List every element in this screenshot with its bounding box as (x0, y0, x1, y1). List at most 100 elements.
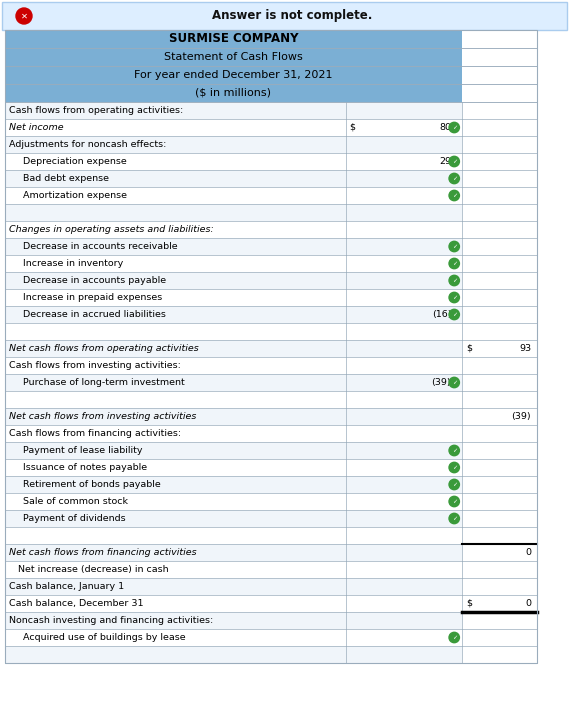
Bar (461, 629, 537, 646)
Bar (347, 153, 461, 170)
Bar (5, 289, 347, 306)
Text: Cash flows from investing activities:: Cash flows from investing activities: (9, 361, 181, 370)
Text: Payment of lease liability: Payment of lease liability (23, 446, 142, 455)
Bar (461, 306, 537, 323)
Text: Answer is not complete.: Answer is not complete. (212, 10, 373, 22)
Bar (5, 119, 347, 136)
Bar (5, 527, 347, 544)
Text: 80: 80 (439, 123, 451, 132)
Bar (5, 136, 347, 153)
Bar (347, 459, 461, 476)
Bar (461, 391, 537, 408)
Bar (5, 374, 347, 391)
Bar (347, 476, 461, 493)
Text: Issuance of notes payable: Issuance of notes payable (23, 463, 147, 472)
Bar (461, 272, 537, 289)
Text: Sale of common stock: Sale of common stock (23, 497, 128, 506)
Bar (5, 357, 347, 374)
Bar (5, 629, 347, 646)
Bar (347, 306, 461, 323)
Bar (461, 493, 537, 510)
Text: ✓: ✓ (452, 448, 457, 453)
Text: Retirement of bonds payable: Retirement of bonds payable (23, 480, 161, 489)
Bar (347, 612, 461, 629)
Text: ✓: ✓ (452, 380, 457, 385)
Bar (5, 578, 347, 595)
Bar (461, 48, 537, 66)
Circle shape (449, 122, 459, 133)
Bar (461, 357, 537, 374)
Bar (347, 102, 461, 119)
Text: Purchase of long-term investment: Purchase of long-term investment (23, 378, 185, 387)
Bar (347, 544, 461, 561)
Text: ✕: ✕ (20, 11, 27, 20)
Bar (347, 187, 461, 204)
Bar (461, 646, 537, 663)
Bar (5, 66, 461, 84)
Bar (5, 510, 347, 527)
Text: ✓: ✓ (452, 125, 457, 130)
Text: Net income: Net income (9, 123, 64, 132)
Bar (461, 102, 537, 119)
Circle shape (449, 173, 459, 184)
Bar (461, 170, 537, 187)
Bar (347, 374, 461, 391)
Text: SURMISE COMPANY: SURMISE COMPANY (168, 32, 298, 46)
Bar (461, 374, 537, 391)
Bar (5, 340, 347, 357)
Text: (39): (39) (432, 378, 451, 387)
Bar (347, 170, 461, 187)
Text: Decrease in accounts receivable: Decrease in accounts receivable (23, 242, 178, 251)
Bar (5, 323, 347, 340)
Circle shape (449, 310, 459, 319)
Bar (461, 187, 537, 204)
Bar (5, 476, 347, 493)
Circle shape (449, 479, 459, 490)
Bar (461, 255, 537, 272)
Bar (347, 119, 461, 136)
Circle shape (449, 633, 459, 643)
Text: 93: 93 (519, 344, 531, 353)
Bar (347, 289, 461, 306)
Text: $: $ (467, 599, 473, 608)
Text: Acquired use of buildings by lease: Acquired use of buildings by lease (23, 633, 185, 642)
Text: ✓: ✓ (452, 482, 457, 487)
Bar (461, 544, 537, 561)
Circle shape (449, 157, 459, 166)
Circle shape (449, 241, 459, 252)
Circle shape (449, 496, 459, 507)
Text: Cash balance, December 31: Cash balance, December 31 (9, 599, 143, 608)
Bar (461, 238, 537, 255)
Bar (461, 442, 537, 459)
Text: ✓: ✓ (452, 159, 457, 164)
Text: $: $ (349, 123, 355, 132)
Bar (347, 595, 461, 612)
Circle shape (449, 377, 459, 388)
Bar (461, 221, 537, 238)
Circle shape (449, 445, 459, 456)
Text: Amortization expense: Amortization expense (23, 191, 127, 200)
Bar (347, 204, 461, 221)
Bar (5, 425, 347, 442)
Bar (5, 646, 347, 663)
Bar (5, 442, 347, 459)
Bar (347, 408, 461, 425)
Circle shape (449, 463, 459, 472)
Bar (461, 153, 537, 170)
Bar (5, 272, 347, 289)
Bar (347, 238, 461, 255)
Bar (461, 561, 537, 578)
Bar (347, 527, 461, 544)
Bar (5, 493, 347, 510)
Bar (5, 84, 461, 102)
Bar (347, 136, 461, 153)
Text: ✓: ✓ (452, 176, 457, 181)
Text: ✓: ✓ (452, 261, 457, 266)
Bar (5, 459, 347, 476)
Circle shape (449, 258, 459, 269)
Text: Depreciation expense: Depreciation expense (23, 157, 127, 166)
Bar (5, 102, 347, 119)
Bar (347, 561, 461, 578)
Bar (5, 544, 347, 561)
Bar (347, 493, 461, 510)
